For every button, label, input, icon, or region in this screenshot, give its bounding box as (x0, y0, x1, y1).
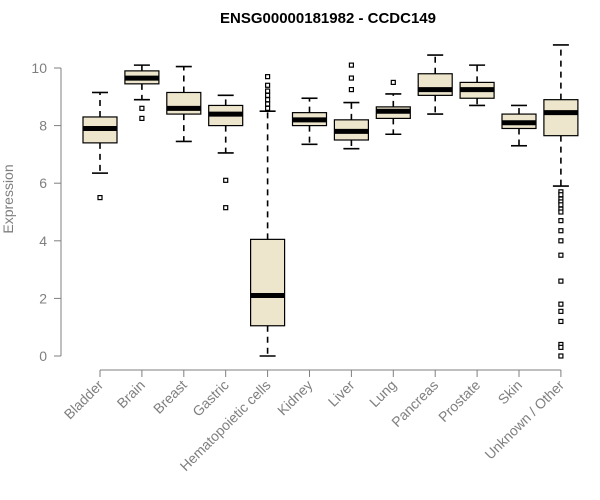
box-group (82, 91, 118, 201)
box-group (333, 62, 369, 150)
outlier-point (265, 74, 271, 80)
outlier-point (558, 318, 564, 325)
outlier-point (265, 82, 271, 88)
outlier-point (558, 252, 564, 258)
x-tick-label: Skin (495, 377, 526, 408)
outlier-point (558, 209, 564, 215)
outlier-point (265, 105, 271, 111)
outlier-point (139, 105, 145, 111)
outlier-point (558, 278, 564, 284)
outlier-point (390, 79, 396, 86)
box-group (417, 54, 453, 115)
y-tick-label: 4 (39, 233, 47, 249)
y-axis: 0 2 4 6 8 10 (31, 60, 62, 364)
outlier-point (265, 92, 271, 98)
outlier-point (558, 228, 564, 234)
box-group (250, 74, 286, 357)
outlier-point (558, 301, 564, 307)
x-tick-label: Liver (325, 377, 358, 410)
outlier-point (348, 75, 354, 81)
outlier-point (265, 97, 271, 103)
outlier-point (558, 353, 564, 359)
box-group (375, 79, 411, 136)
box-group (501, 104, 537, 147)
y-tick-label: 2 (39, 290, 47, 306)
x-tick-label: Unknown / Other (481, 377, 567, 463)
box (417, 73, 453, 96)
outlier-point (558, 202, 564, 208)
plot-area (82, 44, 579, 359)
x-tick-label: Bladder (61, 377, 107, 423)
outlier-point (223, 177, 229, 183)
box (166, 91, 202, 115)
y-tick-label: 8 (39, 118, 47, 134)
outlier-point (97, 195, 103, 201)
box (250, 238, 286, 327)
y-tick-label: 6 (39, 175, 47, 191)
x-tick-label: Prostate (435, 377, 483, 425)
x-tick-label: Brain (114, 377, 148, 411)
x-tick-label: Kidney (274, 377, 316, 419)
outlier-point (348, 62, 354, 68)
y-tick-label: 0 (39, 348, 47, 364)
x-tick-label: Pancreas (388, 377, 441, 430)
box-group (166, 65, 202, 143)
y-axis-label: Expression (0, 164, 16, 233)
outlier-point (558, 238, 564, 244)
box-group (124, 64, 160, 122)
outlier-point (348, 86, 354, 93)
outlier-point (139, 115, 145, 122)
box-group (291, 97, 328, 146)
box-group (459, 64, 495, 107)
box-group (543, 44, 579, 359)
box-group (208, 94, 244, 211)
x-tick-label: Lung (366, 377, 399, 410)
outlier-point (558, 192, 564, 198)
outlier-point (558, 308, 564, 314)
x-tick-label: Breast (150, 377, 190, 417)
outlier-point (558, 344, 564, 350)
outlier-point (558, 218, 564, 224)
outlier-point (223, 205, 229, 211)
outlier-point (265, 88, 271, 94)
y-tick-label: 10 (31, 60, 47, 76)
box (543, 99, 579, 137)
chart-title: ENSG00000181982 - CCDC149 (220, 10, 436, 27)
outlier-point (265, 101, 271, 107)
